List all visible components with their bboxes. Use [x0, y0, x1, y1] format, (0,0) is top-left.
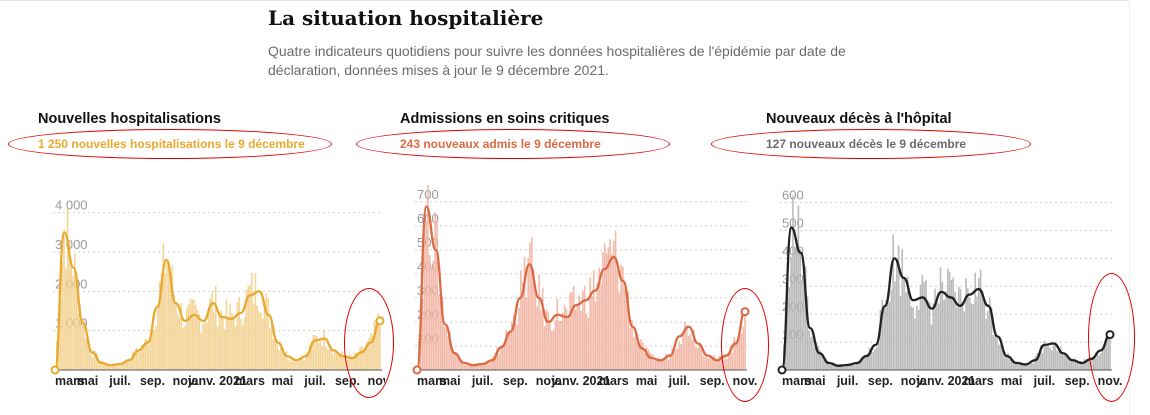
x-tick-label: juil. [668, 374, 691, 388]
x-tick-label: mai [1001, 374, 1023, 388]
panel-title-hospitalisations: Nouvelles hospitalisations [38, 111, 221, 127]
y-tick-label: 4 000 [55, 198, 88, 213]
y-tick-label: 3 000 [55, 237, 88, 252]
x-tick-label: mars [417, 374, 447, 388]
x-tick-label: juil. [108, 374, 131, 388]
x-tick-label: mai [439, 374, 461, 388]
x-tick-label: mai [636, 374, 658, 388]
x-tick-label: mars [964, 374, 994, 388]
highlight-ellipse [711, 129, 1031, 159]
page-title: La situation hospitalière [268, 6, 544, 30]
highlight-ellipse [8, 129, 332, 159]
start-point [50, 365, 60, 375]
start-point [412, 365, 422, 375]
x-tick-label: mars [599, 374, 629, 388]
highlight-ellipse [344, 288, 394, 398]
x-tick-label: nov. [901, 374, 926, 388]
x-tick-label: janv. 2021 [551, 374, 611, 388]
x-tick-label: sep. [1065, 374, 1090, 388]
series-line [780, 226, 1111, 372]
y-tick-label: 600 [782, 188, 804, 203]
x-tick-label: sep. [868, 374, 893, 388]
x-tick-label: mars [55, 374, 85, 388]
start-point [777, 365, 787, 375]
x-tick-label: mai [77, 374, 99, 388]
daily-bars [783, 195, 1111, 370]
x-tick-label: mai [272, 374, 294, 388]
panel-title-soins-critiques: Admissions en soins critiques [400, 111, 610, 127]
x-tick-label: juil. [1033, 374, 1056, 388]
x-tick-label: juil. [836, 374, 859, 388]
x-tick-label: sep. [503, 374, 528, 388]
highlight-ellipse [356, 129, 670, 159]
highlight-ellipse [1088, 273, 1135, 402]
right-border [1129, 0, 1130, 415]
series-line [415, 205, 747, 372]
page-subtitle: Quatre indicateurs quotidiens pour suivr… [268, 43, 846, 78]
x-tick-label: mai [804, 374, 826, 388]
highlight-ellipse [721, 288, 769, 402]
x-tick-label: nov. [173, 374, 198, 388]
x-tick-label: sep. [700, 374, 725, 388]
top-border [0, 0, 1130, 1]
x-tick-label: mars [235, 374, 265, 388]
daily-bars [56, 208, 381, 370]
x-tick-label: janv. 2021 [916, 374, 976, 388]
x-tick-label: juil. [303, 374, 326, 388]
x-tick-label: juil. [471, 374, 494, 388]
x-tick-label: sep. [140, 374, 165, 388]
x-tick-label: nov. [536, 374, 561, 388]
x-tick-label: janv. 2021 [187, 374, 247, 388]
series-line [53, 231, 381, 372]
x-tick-label: mars [782, 374, 812, 388]
panel-title-deces: Nouveaux décès à l'hôpital [766, 111, 952, 127]
